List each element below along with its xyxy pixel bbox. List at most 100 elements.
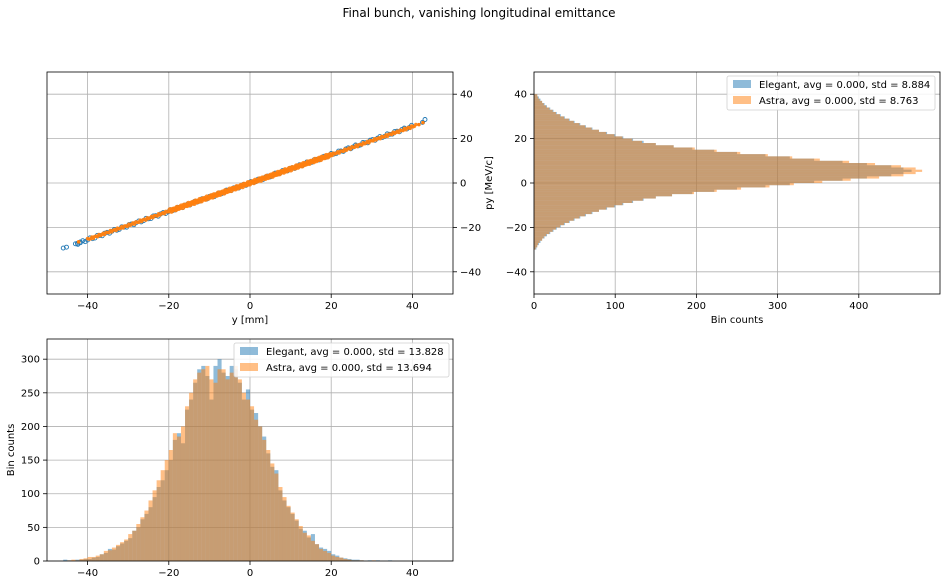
astra-bar: [534, 103, 544, 106]
astra-bar: [534, 147, 695, 150]
astra-bar: [534, 167, 916, 170]
astra-bar: [128, 534, 133, 561]
astra-bar: [266, 450, 271, 561]
astra-bar: [534, 96, 539, 99]
phase-space-ticks: −40 −20 0 20 40 −40 −20 0 20 40: [77, 90, 481, 312]
astra-bar: [99, 554, 104, 561]
y-histogram-panel: −40 −20 0 20 40 0 50 100 150 200 250 300 Bin counts…: [6, 338, 454, 579]
astra-bar: [534, 149, 717, 152]
astra-bar: [343, 558, 348, 561]
astra-bar: [534, 109, 553, 112]
astra-bar: [534, 207, 607, 210]
astra-bar: [298, 526, 303, 561]
astra-bar: [534, 120, 574, 124]
astra-bar: [221, 369, 226, 561]
astra-bar: [534, 118, 569, 121]
astra-bar: [534, 174, 904, 177]
legend-label-astra: Astra, avg = 0.000, std = 13.694: [266, 363, 432, 374]
astra-bar: [534, 229, 553, 232]
x-tick-label: 20: [325, 301, 338, 312]
astra-bar: [534, 187, 742, 190]
x-tick-label: −40: [77, 301, 98, 312]
y-tick-label: −20: [460, 223, 481, 234]
astra-bar: [209, 379, 214, 561]
x-tick-label: 0: [247, 301, 253, 312]
elegant-point: [72, 241, 78, 247]
astra-bar: [534, 111, 556, 115]
astra-bar: [534, 105, 547, 108]
y-tick-label: 150: [21, 456, 40, 467]
legend-label-astra: Astra, avg = 0.000, std = 8.763: [759, 96, 919, 107]
y-histogram-ylabel: Bin counts: [6, 424, 17, 477]
y-tick-label: 200: [21, 422, 40, 433]
astra-bar: [282, 497, 287, 561]
astra-bar: [140, 517, 145, 561]
astra-bar: [180, 426, 186, 561]
astra-bar: [83, 558, 88, 561]
astra-bar: [534, 145, 674, 148]
astra-bar: [79, 558, 84, 561]
y-tick-label: 20: [514, 134, 527, 145]
astra-bar: [335, 556, 340, 561]
y-histogram-ticks: −40 −20 0 20 40 0 50 100 150 200 250 300: [21, 355, 419, 579]
astra-bar: [237, 379, 242, 561]
astra-bar: [534, 209, 599, 212]
x-tick-label: 20: [325, 568, 338, 579]
astra-bar: [534, 191, 694, 195]
astra-bar: [534, 242, 539, 246]
py-histogram-ticks: 0 100 200 300 400 −40 −20 0 20 40: [506, 90, 868, 312]
legend-label-elegant: Elegant, avg = 0.000, std = 13.828: [266, 347, 444, 358]
astra-bar: [534, 138, 633, 141]
astra-bar: [347, 559, 352, 561]
astra-bar: [534, 180, 823, 183]
astra-bar: [213, 382, 218, 561]
astra-point: [417, 122, 421, 127]
astra-bar: [534, 123, 580, 126]
astra-bar: [103, 550, 108, 561]
astra-bar: [254, 419, 259, 561]
elegant-point: [422, 117, 428, 122]
astra-bar: [319, 548, 324, 561]
astra-bar: [217, 369, 222, 561]
x-tick-label: 100: [606, 301, 625, 312]
astra-bar: [148, 500, 153, 561]
astra-bar: [241, 392, 246, 561]
astra-bar: [323, 550, 328, 561]
astra-bar: [534, 225, 560, 228]
phase-space-panel: −40 −20 0 20 40 −40 −20 0 20 40 y [mm]: [46, 71, 481, 326]
astra-bar: [290, 512, 295, 561]
astra-bar: [286, 505, 291, 561]
astra-bar: [534, 247, 536, 250]
astra-bar: [534, 185, 770, 188]
x-tick-label: 0: [531, 301, 537, 312]
astra-bar: [534, 158, 820, 161]
astra-bar: [534, 200, 633, 203]
astra-bar: [185, 406, 190, 561]
astra-bar: [168, 450, 173, 561]
x-tick-label: −40: [77, 568, 98, 579]
astra-bar: [258, 426, 263, 561]
astra-bar: [534, 238, 543, 241]
astra-bar: [331, 555, 336, 561]
astra-bar: [534, 136, 623, 139]
astra-bar: [274, 473, 279, 561]
astra-bar: [327, 552, 332, 561]
astra-bar: [534, 220, 569, 223]
astra-bar: [120, 542, 125, 561]
astra-bar: [278, 487, 283, 561]
astra-bar: [205, 365, 210, 561]
y-tick-label: 0: [521, 179, 527, 190]
y-tick-label: −40: [506, 267, 527, 278]
astra-bar: [111, 547, 117, 561]
astra-bar: [314, 544, 320, 561]
astra-bar: [201, 369, 206, 561]
astra-bar: [534, 211, 592, 215]
astra-bar: [534, 131, 607, 135]
y-tick-label: 250: [21, 388, 40, 399]
astra-bar: [534, 234, 547, 237]
astra-bar: [245, 399, 250, 561]
py-histogram-xlabel: Bin counts: [711, 315, 764, 326]
astra-bar: [534, 154, 768, 157]
astra-bar: [534, 198, 643, 201]
